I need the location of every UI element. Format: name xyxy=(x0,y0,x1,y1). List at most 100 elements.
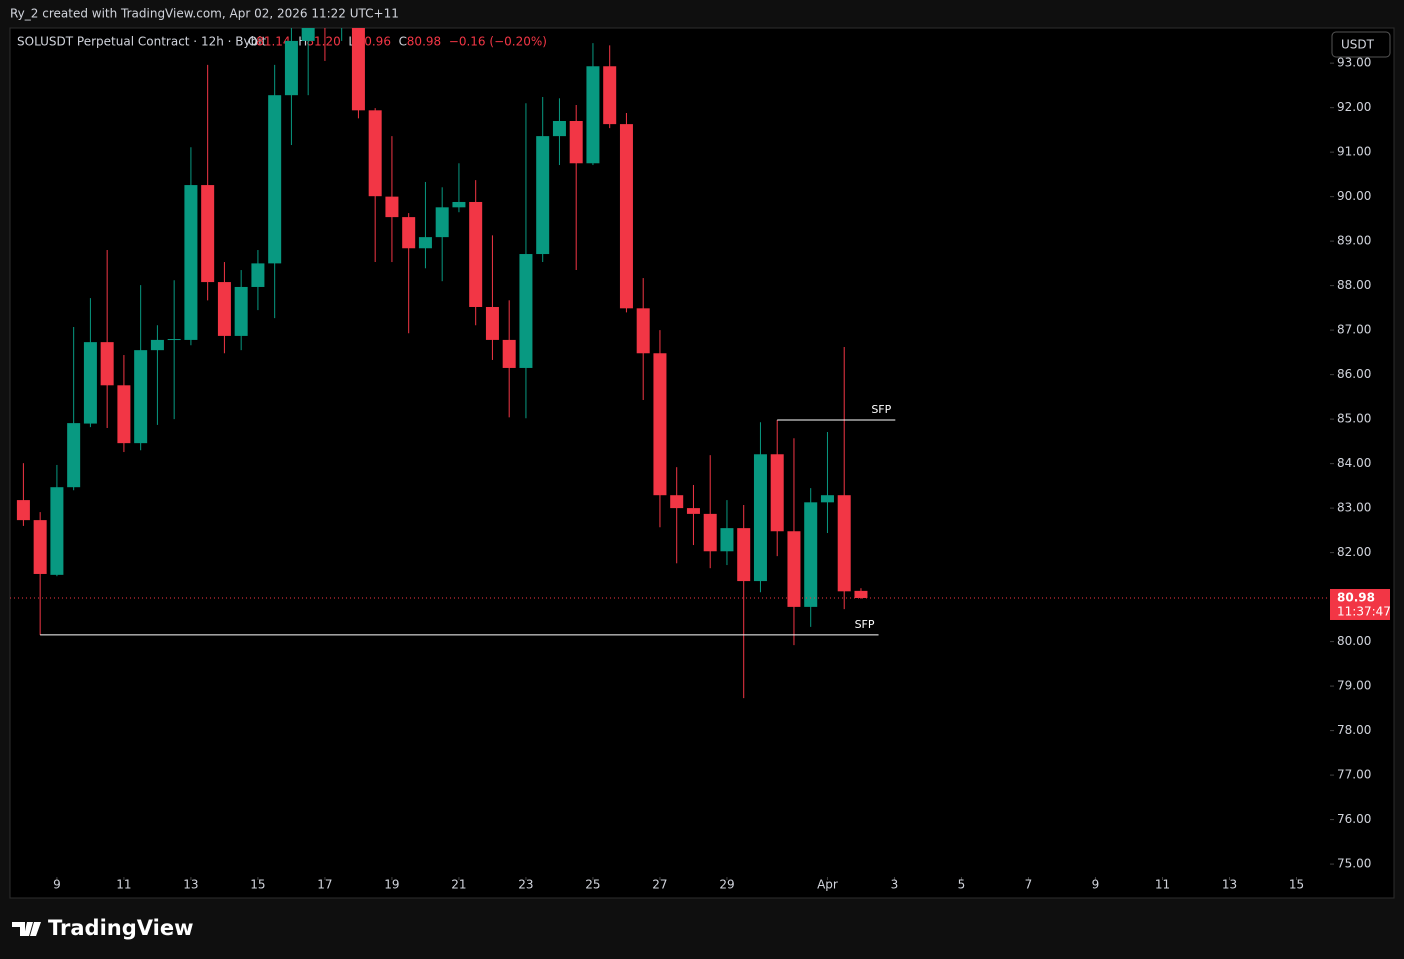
candle-body xyxy=(67,423,81,488)
x-tick-label: 5 xyxy=(958,878,966,892)
sfp-label: SFP xyxy=(871,403,891,416)
candle-body xyxy=(603,66,617,125)
candle-body xyxy=(804,502,818,607)
ohlc-value: 80.98 xyxy=(407,35,441,49)
y-tick-label: 88.00 xyxy=(1337,278,1371,292)
y-tick-label: 89.00 xyxy=(1337,234,1371,248)
candle-body xyxy=(586,66,600,164)
candle-body xyxy=(16,500,30,521)
y-tick-label: 84.00 xyxy=(1337,456,1371,470)
candle-body xyxy=(50,487,64,575)
x-tick-label: 25 xyxy=(585,878,600,892)
candle-body xyxy=(452,201,466,208)
candle-body xyxy=(720,528,734,552)
ohlc-key: C xyxy=(399,35,407,49)
sfp-label: SFP xyxy=(855,618,875,631)
x-tick-label: 17 xyxy=(317,878,332,892)
candle-body xyxy=(117,385,131,444)
candle-body xyxy=(653,353,667,496)
y-tick-label: 90.00 xyxy=(1337,189,1371,203)
candle-body xyxy=(33,520,47,574)
candle-body xyxy=(770,454,784,532)
change: −0.16 (−0.20%) xyxy=(449,35,547,49)
x-tick-label: 27 xyxy=(652,878,667,892)
y-tick-label: 85.00 xyxy=(1337,412,1371,426)
y-tick-label: 91.00 xyxy=(1337,145,1371,159)
x-tick-label: 11 xyxy=(116,878,131,892)
currency-button[interactable] xyxy=(1331,31,1391,58)
chart-panel xyxy=(9,27,1395,899)
candle-body xyxy=(284,40,298,96)
x-tick-label: 29 xyxy=(719,878,734,892)
y-tick-label: 80.00 xyxy=(1337,634,1371,648)
x-tick-label: Apr xyxy=(817,878,838,892)
x-tick-label: 11 xyxy=(1155,878,1170,892)
candle-body xyxy=(686,508,700,514)
candle-body xyxy=(100,342,114,386)
y-tick-label: 86.00 xyxy=(1337,367,1371,381)
last-price-label: 80.98 xyxy=(1337,590,1375,604)
candle-body xyxy=(435,207,449,238)
brand: TradingView xyxy=(48,916,193,940)
last-price-box xyxy=(1330,588,1390,620)
y-tick-label: 87.00 xyxy=(1337,323,1371,337)
candle-body xyxy=(837,495,851,592)
candle-body xyxy=(552,120,566,137)
logo xyxy=(12,922,41,936)
candle-body xyxy=(569,120,583,164)
candle-body xyxy=(469,201,483,307)
candle-body xyxy=(753,454,767,582)
candle-body xyxy=(351,28,365,111)
y-tick-label: 83.00 xyxy=(1337,501,1371,515)
candle-body xyxy=(217,282,231,336)
y-tick-label: 77.00 xyxy=(1337,768,1371,782)
chart-title: SOLUSDT Perpetual Contract · 12h · Bybit xyxy=(17,35,267,49)
y-tick-label: 92.00 xyxy=(1337,100,1371,114)
candle-body xyxy=(502,339,516,368)
ohlc-key: O xyxy=(248,35,257,49)
y-tick-label: 93.00 xyxy=(1337,56,1371,70)
y-tick-label: 78.00 xyxy=(1337,723,1371,737)
x-tick-label: 15 xyxy=(1289,878,1304,892)
y-tick-label: 76.00 xyxy=(1337,812,1371,826)
x-tick-label: 13 xyxy=(183,878,198,892)
candle-body xyxy=(134,350,148,444)
x-tick-label: 21 xyxy=(451,878,466,892)
candle-body xyxy=(703,513,717,552)
x-tick-label: 19 xyxy=(384,878,399,892)
currency-label[interactable]: USDT xyxy=(1341,38,1375,52)
x-tick-label: 13 xyxy=(1222,878,1237,892)
ohlc-value: 81.14 xyxy=(256,35,290,49)
candle-body xyxy=(670,495,684,509)
candle-body xyxy=(167,339,181,341)
x-tick-label: 23 xyxy=(518,878,533,892)
candle-body xyxy=(619,124,633,309)
x-tick-label: 15 xyxy=(250,878,265,892)
candle-body xyxy=(201,185,215,283)
candle-body xyxy=(737,528,751,582)
candle-body xyxy=(519,254,533,368)
countdown: 11:37:47 xyxy=(1337,604,1391,618)
candle-body xyxy=(150,339,164,351)
x-tick-label: 7 xyxy=(1025,878,1033,892)
x-tick-label: 9 xyxy=(1092,878,1100,892)
candle-body xyxy=(636,308,650,354)
candle-body xyxy=(368,110,382,197)
candle-body xyxy=(83,342,97,424)
y-tick-label: 79.00 xyxy=(1337,679,1371,693)
candle-body xyxy=(854,590,868,598)
candle-body xyxy=(385,196,399,218)
caption: Ry_2 created with TradingView.com, Apr 0… xyxy=(10,7,399,21)
x-tick-label: 3 xyxy=(891,878,899,892)
ohlc-value: 80.96 xyxy=(357,35,391,49)
candle-body xyxy=(251,263,265,287)
ohlc-value: 81.20 xyxy=(306,35,340,49)
x-tick-label: 9 xyxy=(53,878,61,892)
y-tick-label: 82.00 xyxy=(1337,545,1371,559)
y-tick-label: 75.00 xyxy=(1337,857,1371,871)
candle-body xyxy=(820,495,834,503)
candle-body xyxy=(184,185,198,340)
candle-body xyxy=(301,28,315,41)
